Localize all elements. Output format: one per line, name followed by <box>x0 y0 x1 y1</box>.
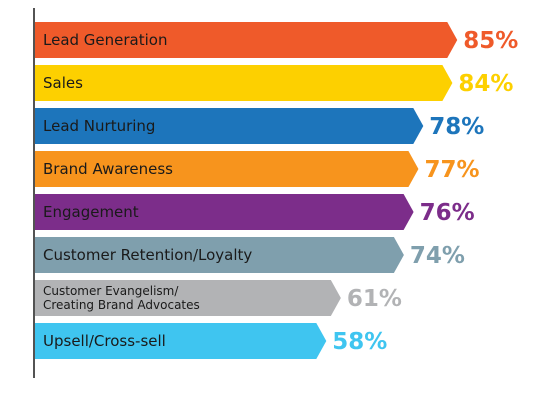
bar <box>35 237 404 273</box>
bar <box>35 22 458 58</box>
category-label: Sales <box>43 74 83 92</box>
bar <box>35 108 424 144</box>
value-label: 85% <box>463 28 518 54</box>
value-label: 58% <box>332 329 387 355</box>
category-label: Lead Nurturing <box>43 117 155 135</box>
value-label: 61% <box>347 286 402 312</box>
bar <box>35 280 341 316</box>
value-label: 76% <box>420 200 475 226</box>
value-label: 74% <box>410 243 465 269</box>
value-label: 78% <box>429 114 484 140</box>
category-label: Upsell/Cross-sell <box>43 332 166 350</box>
category-label: Lead Generation <box>43 31 167 49</box>
value-label: 77% <box>424 157 479 183</box>
category-label: Brand Awareness <box>43 160 173 178</box>
bar <box>35 151 419 187</box>
category-label: Engagement <box>43 203 139 221</box>
category-label: Customer Retention/Loyalty <box>43 246 252 264</box>
bar <box>35 65 453 101</box>
bar <box>35 194 414 230</box>
category-label: Customer Evangelism/Creating Brand Advoc… <box>43 284 200 312</box>
value-label: 84% <box>458 71 513 97</box>
bar <box>35 323 327 359</box>
